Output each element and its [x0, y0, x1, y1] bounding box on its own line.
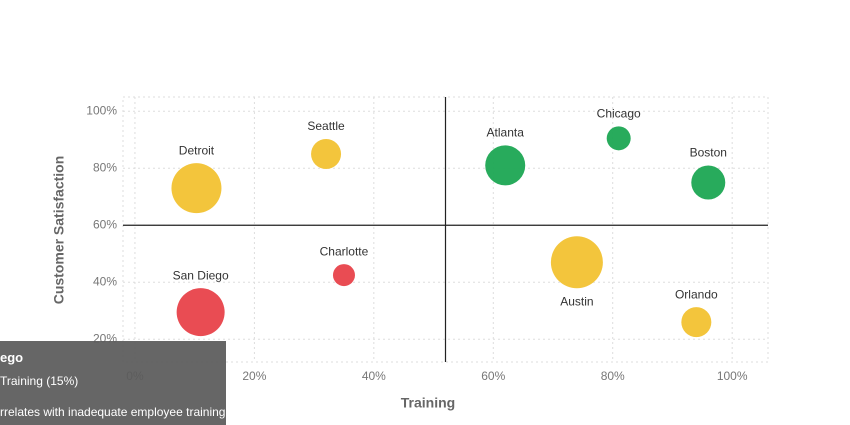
bubble-label: San Diego: [173, 268, 229, 282]
tooltip-title: ego: [0, 350, 24, 365]
y-tick-label: 80%: [93, 160, 117, 174]
x-tick-label: 20%: [242, 369, 266, 383]
y-axis-label: Customer Satisfaction: [51, 156, 67, 305]
bubble: [332, 264, 355, 287]
bubble-label: Boston: [690, 146, 727, 160]
y-tick-label: 60%: [93, 217, 117, 231]
bubble: [171, 163, 222, 214]
x-tick-label: 100%: [717, 369, 748, 383]
bubble: [485, 145, 526, 186]
tooltip-line: rrelates with inadequate employee traini…: [0, 405, 226, 419]
bubble-label: Austin: [560, 294, 593, 308]
bubble: [176, 288, 225, 337]
x-tick-label: 40%: [362, 369, 386, 383]
tooltip-line: Training (15%): [0, 374, 79, 388]
tooltip: ego Training (15%) rrelates with inadequ…: [0, 341, 226, 425]
bubble: [550, 236, 603, 289]
bubble-label: Atlanta: [487, 126, 525, 140]
x-axis-label: Training: [401, 395, 455, 411]
x-tick-label: 80%: [601, 369, 625, 383]
bubble-label: Seattle: [307, 119, 345, 133]
bubble-label: Detroit: [179, 143, 215, 157]
bubble: [606, 126, 631, 151]
bubble: [691, 165, 726, 200]
y-tick-label: 100%: [86, 103, 117, 117]
bubble: [681, 307, 712, 338]
y-tick-label: 40%: [93, 274, 117, 288]
bubble-label: Orlando: [675, 287, 718, 301]
bubble-label: Charlotte: [320, 244, 369, 258]
x-tick-label: 60%: [481, 369, 505, 383]
bubble-label: Chicago: [597, 106, 641, 120]
bubble: [311, 138, 342, 169]
